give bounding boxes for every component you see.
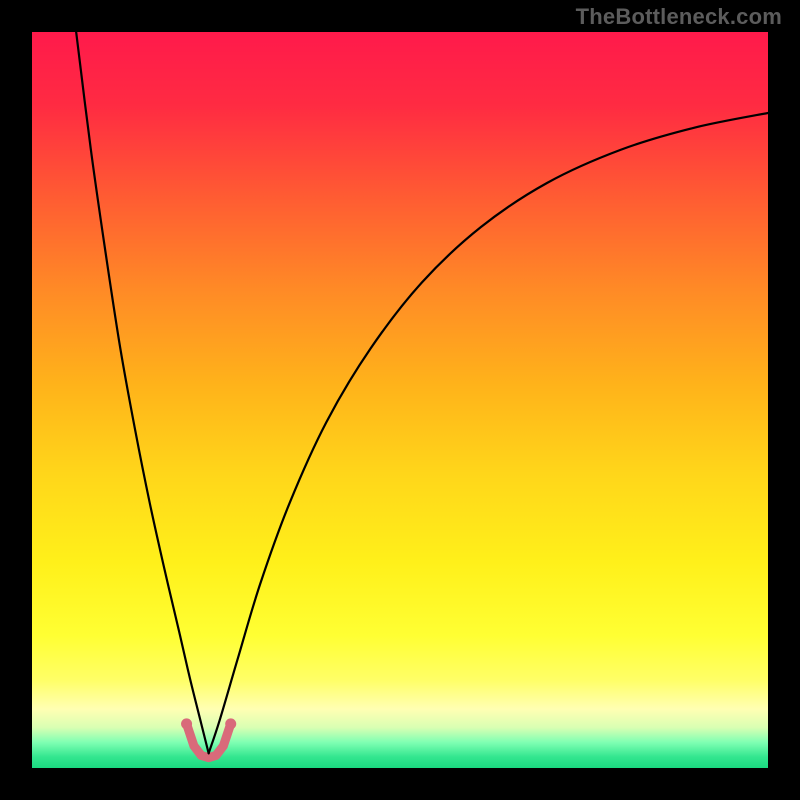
bottleneck-curve-left: [76, 32, 208, 753]
curves-layer: [32, 32, 768, 768]
plot-area: [32, 32, 768, 768]
bottleneck-curve-right: [209, 113, 768, 753]
optimal-region-dots: [181, 718, 236, 729]
chart-container: TheBottleneck.com: [0, 0, 800, 800]
watermark-text: TheBottleneck.com: [576, 4, 782, 30]
